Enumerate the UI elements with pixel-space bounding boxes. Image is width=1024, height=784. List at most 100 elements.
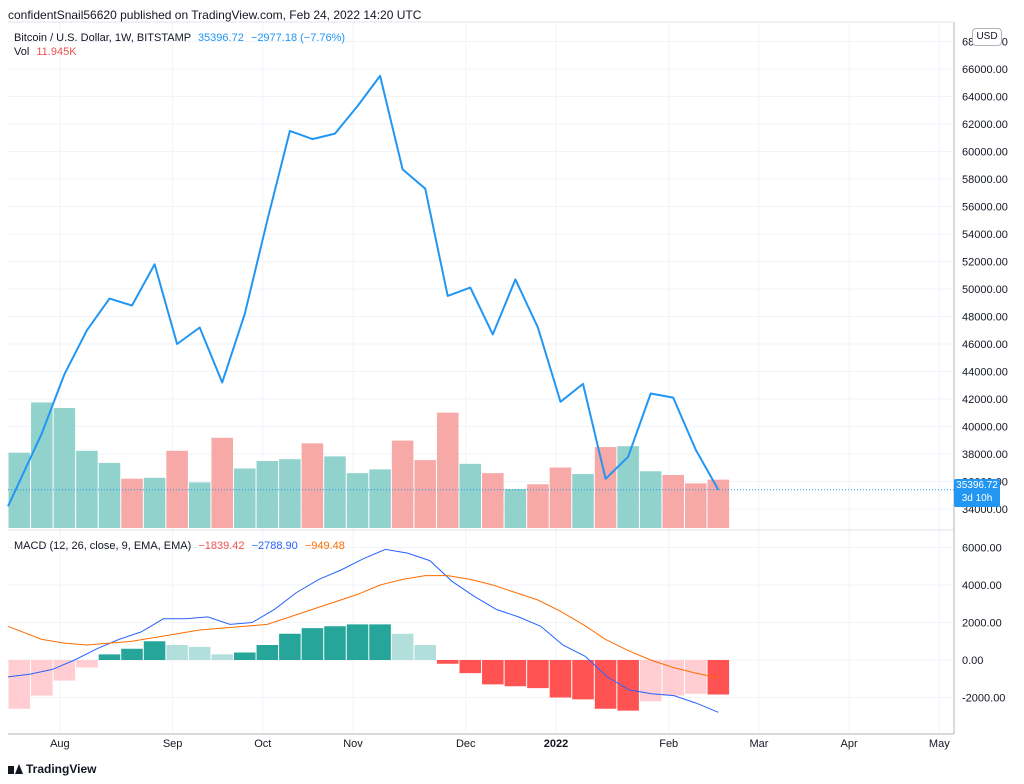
macd-histogram-bar: [504, 660, 527, 687]
macd-histogram-bar: [594, 660, 617, 709]
price-tick-label: 54000.00: [962, 229, 1008, 241]
macd-histogram-bar: [234, 652, 256, 660]
time-tick-label: Mar: [749, 738, 768, 750]
macd-histogram-bar: [324, 626, 346, 660]
time-tick-label: Sep: [163, 738, 183, 750]
macd-histogram-bar: [301, 628, 324, 660]
time-tick-label: Nov: [343, 738, 363, 750]
macd-histogram-bar: [143, 641, 166, 660]
volume-bar: [31, 402, 53, 528]
volume-bar: [436, 412, 459, 528]
current-price-tag: 35396.72 3d 10h: [954, 479, 1000, 507]
macd-hist-value: −1839.42: [198, 540, 245, 552]
macd-tick-label: 4000.00: [962, 580, 1002, 592]
volume-bar: [166, 450, 188, 528]
macd-histogram-bar: [369, 624, 391, 660]
macd-histogram-bar: [685, 660, 707, 694]
tradingview-logo-icon: [8, 764, 23, 774]
volume-bar: [482, 473, 504, 528]
volume-bar: [662, 474, 684, 528]
macd-tick-label: 0.00: [962, 655, 983, 667]
price-line: [7, 74, 720, 507]
volume-bar: [707, 479, 730, 528]
macd-line: [7, 548, 719, 713]
volume-bar: [121, 478, 143, 528]
time-tick-label: Dec: [456, 738, 476, 750]
macd-histogram-bar: [391, 633, 414, 660]
macd-histogram-bar: [527, 660, 549, 689]
volume-bar: [188, 482, 211, 528]
price-tick-label: 52000.00: [962, 257, 1008, 269]
macd-tick-label: -2000.00: [962, 693, 1005, 705]
volume-bar: [279, 459, 301, 528]
macd-label: MACD (12, 26, close, 9, EMA, EMA): [14, 540, 192, 552]
volume-bar: [549, 467, 572, 528]
macd-legend: MACD (12, 26, close, 9, EMA, EMA) −1839.…: [14, 540, 345, 552]
volume-bar: [234, 468, 256, 528]
price-tick-label: 62000.00: [962, 119, 1008, 131]
macd-histogram-bar: [639, 660, 662, 702]
price-tick-label: 60000.00: [962, 147, 1008, 159]
volume-bar: [369, 469, 391, 528]
volume-bar: [527, 484, 549, 528]
vol-value: 11.945K: [36, 46, 77, 58]
time-tick-label: 2022: [544, 738, 568, 750]
macd-line-value: −2788.90: [251, 540, 298, 552]
vol-label: Vol: [14, 46, 30, 58]
price-tick-label: 38000.00: [962, 449, 1008, 461]
volume-bar: [504, 488, 527, 528]
macd-histogram-bar: [279, 633, 301, 660]
time-tick-label: Oct: [254, 738, 271, 750]
price-tick-label: 56000.00: [962, 202, 1008, 214]
volume-bar: [594, 447, 617, 528]
macd-histogram-bar: [98, 654, 121, 660]
price-tick-label: 46000.00: [962, 339, 1008, 351]
price-tick-label: 66000.00: [962, 64, 1008, 76]
macd-histogram-bar: [121, 648, 143, 660]
macd-histogram-bar: [707, 660, 730, 695]
macd-histogram-bar: [53, 660, 76, 681]
macd-signal-value: −949.48: [304, 540, 345, 552]
macd-histogram-bar: [256, 645, 279, 660]
price-change: −2977.18 (−7.76%): [250, 32, 346, 44]
macd-histogram-bar: [414, 645, 436, 660]
volume-bar: [256, 461, 279, 528]
price-tick-label: 64000.00: [962, 92, 1008, 104]
macd-histogram-bar: [572, 660, 594, 700]
macd-histogram-bar: [76, 660, 98, 668]
price-tick-label: 48000.00: [962, 312, 1008, 324]
volume-bar: [414, 460, 436, 528]
symbol-label: Bitcoin / U.S. Dollar, 1W, BITSTAMP: [14, 32, 191, 44]
time-tick-label: Aug: [50, 738, 70, 750]
price-tick-label: 58000.00: [962, 174, 1008, 186]
macd-histogram-bar: [459, 660, 482, 674]
price-legend: Bitcoin / U.S. Dollar, 1W, BITSTAMP 3539…: [14, 32, 345, 44]
volume-bar: [685, 483, 707, 528]
brand-name: TradingView: [26, 762, 97, 776]
currency-button[interactable]: USD: [972, 28, 1002, 46]
tradingview-brand[interactable]: TradingView: [8, 762, 96, 776]
macd-tick-label: 6000.00: [962, 543, 1002, 555]
time-tick-label: Apr: [841, 738, 858, 750]
price-tick-label: 34000.00: [962, 504, 1008, 516]
macd-histogram-bar: [166, 645, 188, 660]
price-tick-label: 40000.00: [962, 422, 1008, 434]
volume-bar: [391, 440, 414, 528]
macd-histogram-bar: [8, 660, 31, 709]
volume-bar: [53, 408, 76, 528]
countdown-label: 3d 10h: [961, 493, 993, 504]
volume-bar: [639, 471, 662, 528]
macd-histogram-bar: [31, 660, 53, 696]
macd-histogram-bar: [482, 660, 504, 685]
volume-bar: [324, 456, 346, 528]
macd-histogram-bar: [188, 646, 211, 660]
grid-lines: [8, 22, 954, 734]
macd-histogram-bar: [346, 624, 369, 660]
volume-bar: [572, 474, 594, 528]
time-tick-label: Feb: [659, 738, 678, 750]
signal-line: [7, 575, 719, 679]
macd-histogram-bar: [549, 660, 572, 698]
macd-histogram-bar: [617, 660, 639, 711]
volume-bar: [301, 443, 324, 528]
